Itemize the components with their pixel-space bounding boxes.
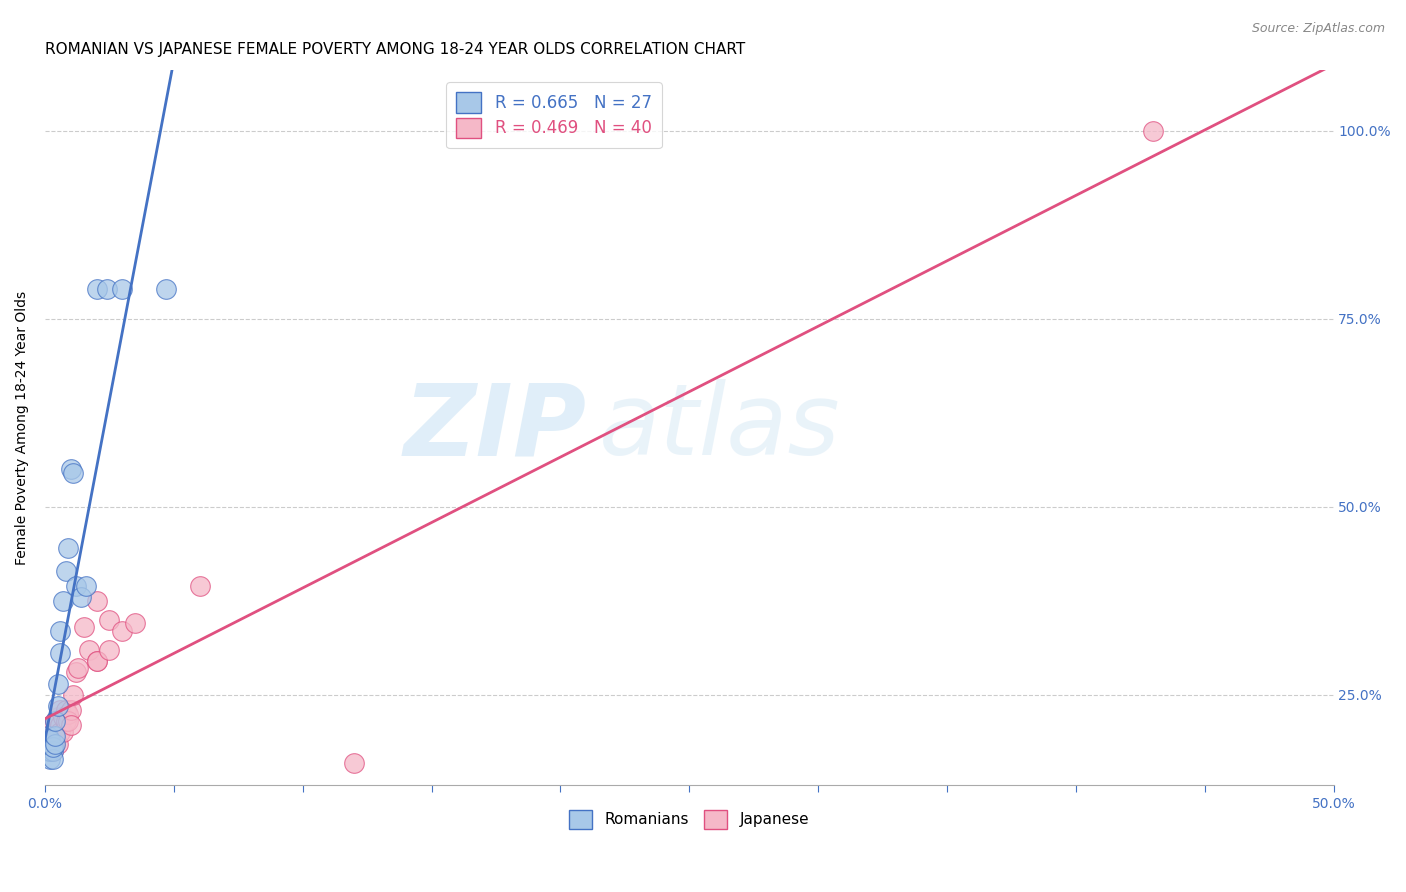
Point bbox=[343, 756, 366, 770]
Point bbox=[75, 579, 97, 593]
Point bbox=[65, 579, 87, 593]
Point bbox=[46, 710, 69, 724]
Point bbox=[44, 737, 66, 751]
Point bbox=[62, 688, 84, 702]
Point bbox=[41, 729, 63, 743]
Point bbox=[59, 462, 82, 476]
Point bbox=[86, 282, 108, 296]
Point bbox=[41, 740, 63, 755]
Point bbox=[62, 466, 84, 480]
Point bbox=[67, 661, 90, 675]
Point bbox=[59, 718, 82, 732]
Point bbox=[44, 714, 66, 728]
Point bbox=[46, 737, 69, 751]
Point bbox=[52, 710, 75, 724]
Point bbox=[49, 718, 72, 732]
Point bbox=[39, 737, 62, 751]
Point bbox=[98, 613, 121, 627]
Point bbox=[72, 620, 94, 634]
Text: Source: ZipAtlas.com: Source: ZipAtlas.com bbox=[1251, 22, 1385, 36]
Point bbox=[155, 282, 177, 296]
Point bbox=[37, 729, 59, 743]
Point bbox=[111, 624, 134, 638]
Point bbox=[49, 624, 72, 638]
Point bbox=[49, 703, 72, 717]
Point bbox=[41, 737, 63, 751]
Text: ROMANIAN VS JAPANESE FEMALE POVERTY AMONG 18-24 YEAR OLDS CORRELATION CHART: ROMANIAN VS JAPANESE FEMALE POVERTY AMON… bbox=[45, 42, 745, 57]
Point bbox=[46, 714, 69, 728]
Point bbox=[96, 282, 118, 296]
Point bbox=[56, 706, 79, 721]
Point bbox=[39, 744, 62, 758]
Legend: Romanians, Japanese: Romanians, Japanese bbox=[564, 804, 815, 835]
Point bbox=[70, 590, 93, 604]
Point bbox=[55, 714, 77, 728]
Point bbox=[46, 699, 69, 714]
Point bbox=[65, 665, 87, 680]
Point bbox=[86, 594, 108, 608]
Text: ZIP: ZIP bbox=[404, 379, 586, 476]
Point bbox=[37, 729, 59, 743]
Point bbox=[37, 737, 59, 751]
Point bbox=[56, 541, 79, 555]
Point bbox=[39, 733, 62, 747]
Text: atlas: atlas bbox=[599, 379, 841, 476]
Point bbox=[44, 714, 66, 728]
Point bbox=[86, 654, 108, 668]
Point bbox=[41, 744, 63, 758]
Point bbox=[44, 729, 66, 743]
Point bbox=[41, 752, 63, 766]
Point bbox=[77, 642, 100, 657]
Point bbox=[44, 722, 66, 736]
Point bbox=[52, 725, 75, 739]
Point bbox=[111, 282, 134, 296]
Point bbox=[41, 744, 63, 758]
Point bbox=[44, 737, 66, 751]
Point bbox=[39, 744, 62, 758]
Point bbox=[55, 703, 77, 717]
Point bbox=[188, 579, 211, 593]
Point bbox=[46, 676, 69, 690]
Y-axis label: Female Poverty Among 18-24 Year Olds: Female Poverty Among 18-24 Year Olds bbox=[15, 291, 30, 565]
Point bbox=[55, 564, 77, 578]
Point bbox=[49, 725, 72, 739]
Point bbox=[98, 642, 121, 657]
Point bbox=[52, 594, 75, 608]
Point bbox=[39, 722, 62, 736]
Point bbox=[49, 647, 72, 661]
Point bbox=[86, 654, 108, 668]
Point bbox=[124, 616, 146, 631]
Point bbox=[56, 714, 79, 728]
Point bbox=[37, 744, 59, 758]
Point bbox=[39, 752, 62, 766]
Point bbox=[59, 703, 82, 717]
Point bbox=[1142, 123, 1164, 137]
